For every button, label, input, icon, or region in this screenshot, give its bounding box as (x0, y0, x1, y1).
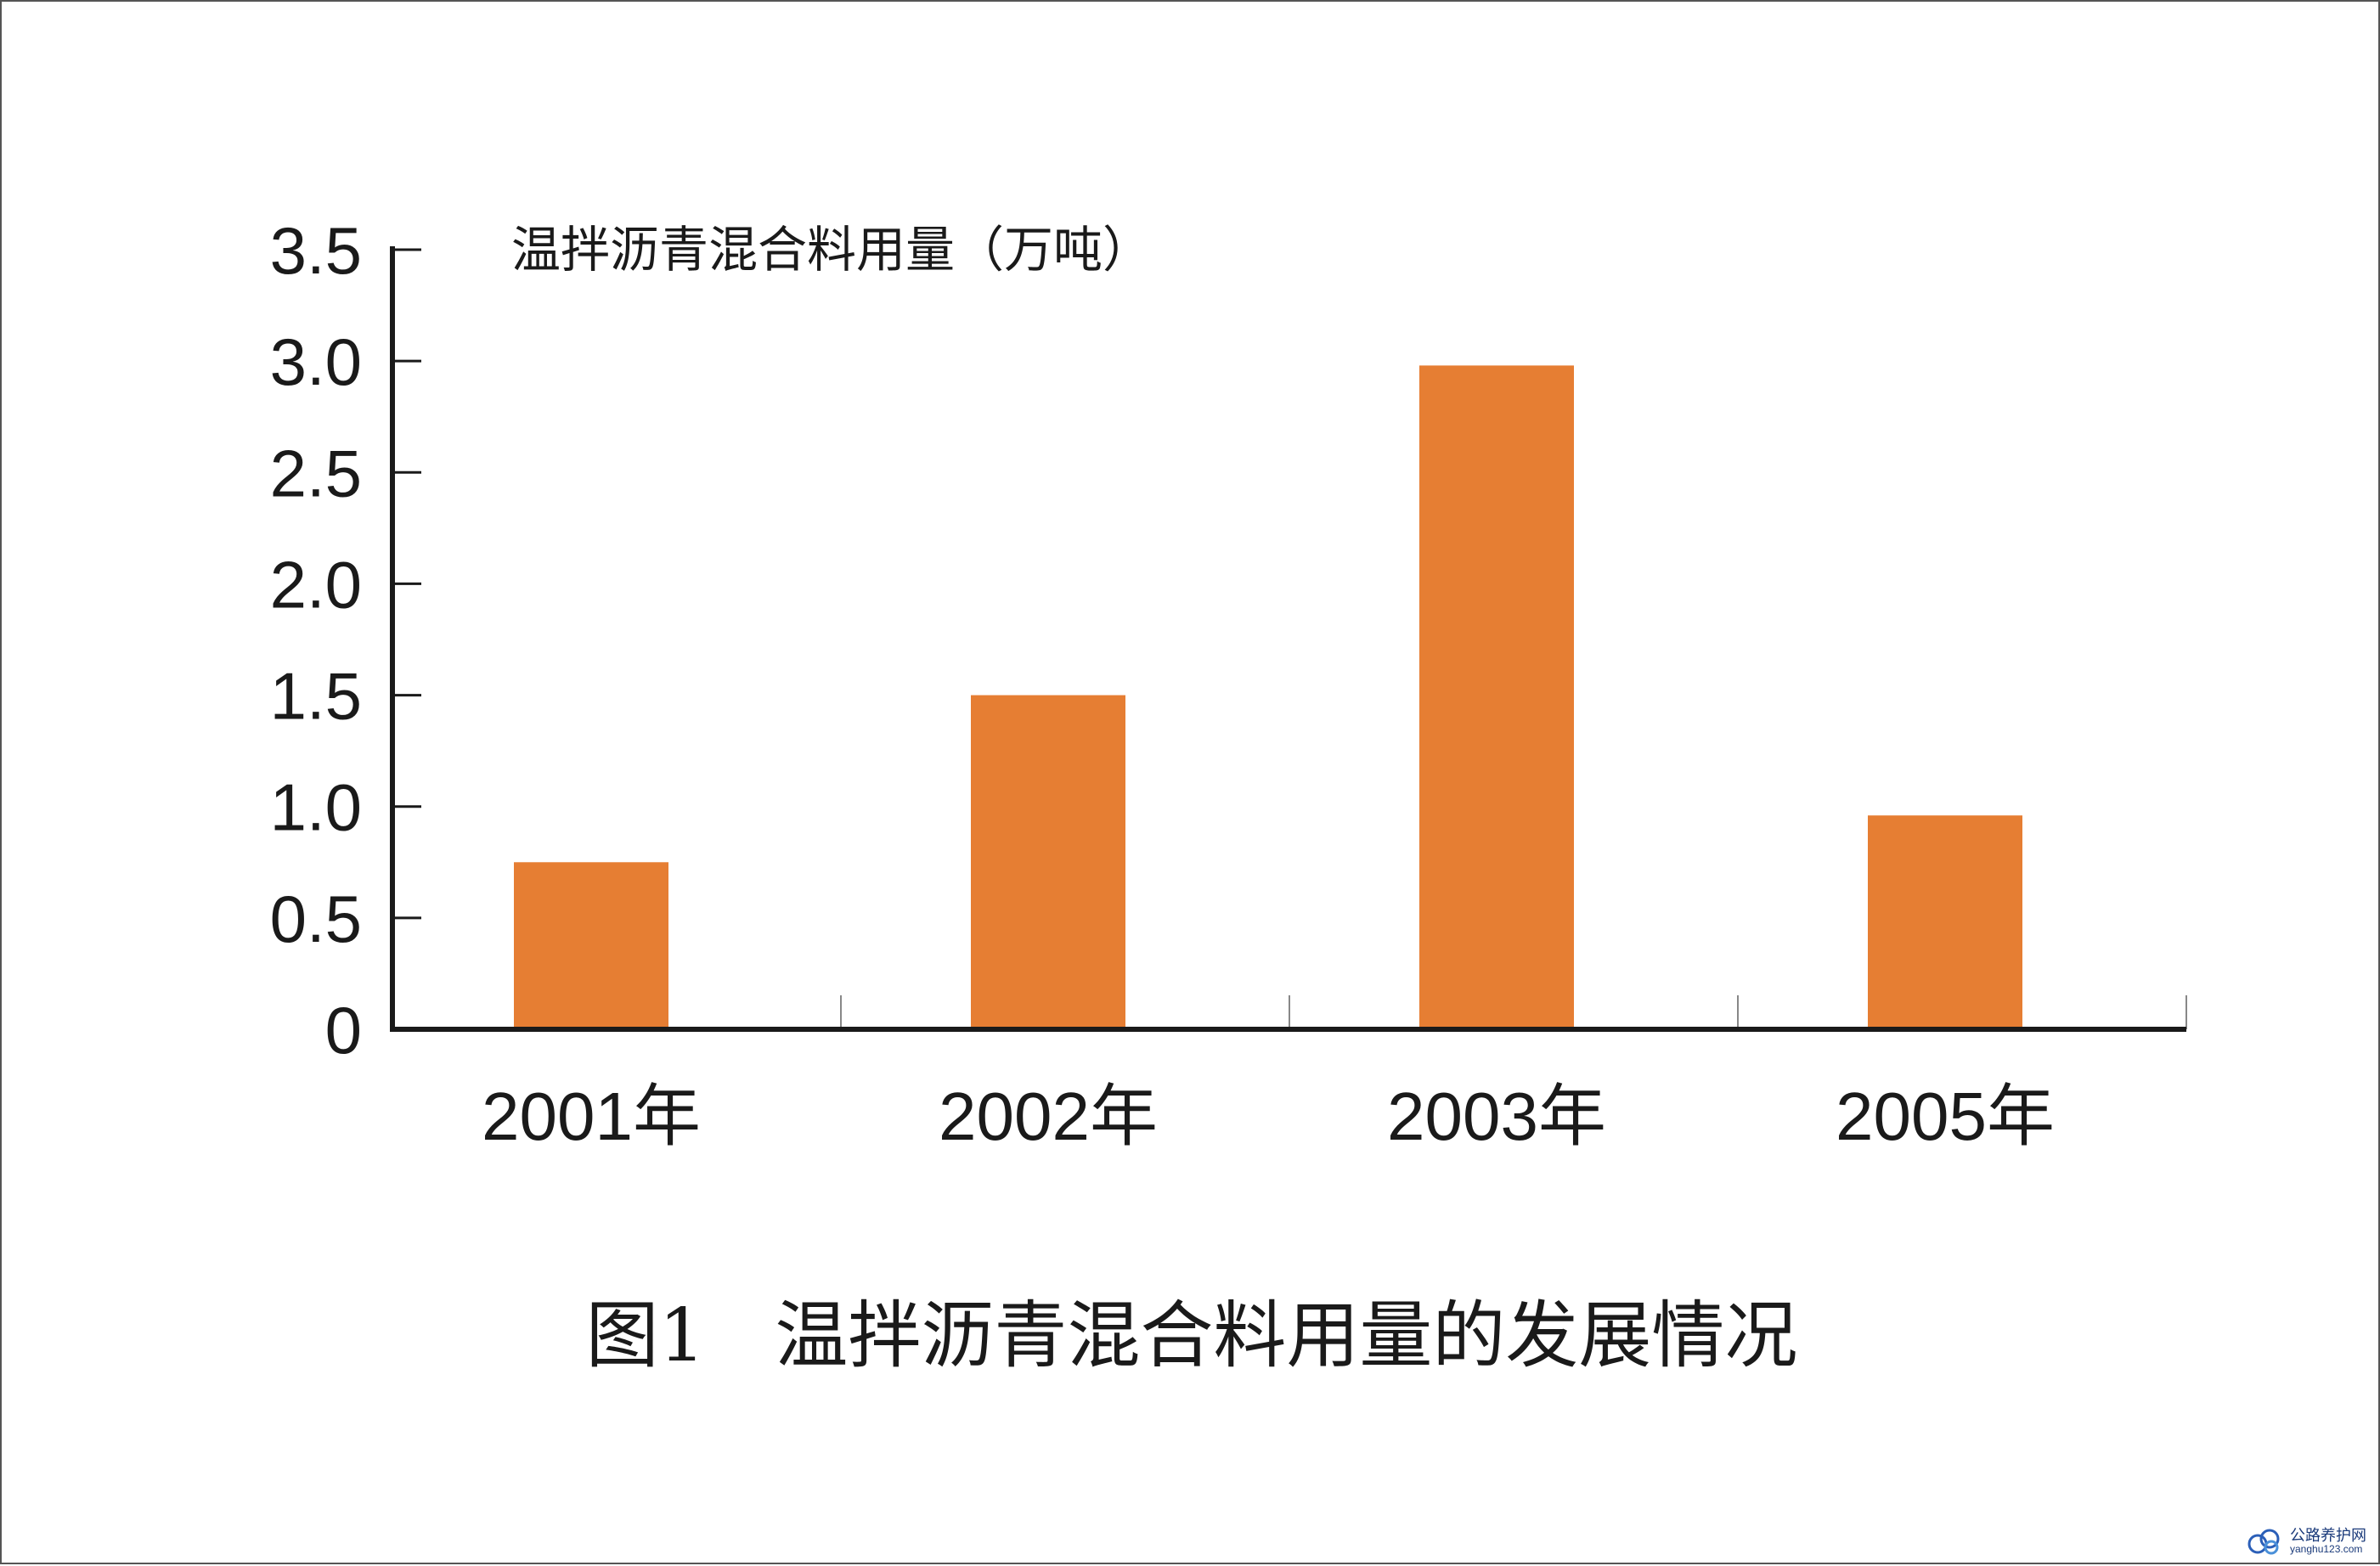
watermark: 公路养护网 yanghu123.com (2246, 1527, 2366, 1556)
y-tick-label: 2.5 (270, 436, 362, 510)
x-tick-label: 2002年 (939, 1079, 1158, 1154)
y-tick-label: 1.5 (270, 659, 362, 734)
bar (971, 695, 1125, 1029)
y-tick-label: 2.0 (270, 547, 362, 622)
y-tick-label: 0 (325, 993, 362, 1067)
x-tick-label: 2001年 (482, 1079, 701, 1154)
bar (1868, 815, 2022, 1029)
x-tick-label: 2003年 (1387, 1079, 1606, 1154)
y-tick-label: 0.5 (270, 882, 362, 956)
y-axis-label: 温拌沥青混合料用量（万吨） (511, 221, 1152, 279)
watermark-url: yanghu123.com (2290, 1543, 2363, 1556)
y-tick-label: 3.5 (270, 213, 362, 288)
watermark-logo-icon (2247, 1529, 2280, 1555)
bar (514, 862, 668, 1029)
x-tick-label: 2005年 (1836, 1079, 2055, 1154)
figure-caption: 图1 温拌沥青混合料用量的发展情况 (585, 1293, 1798, 1378)
bar (1419, 365, 1574, 1030)
watermark-name: 公路养护网 (2290, 1527, 2366, 1545)
y-tick-label: 1.0 (270, 770, 362, 845)
y-tick-label: 3.0 (270, 324, 362, 399)
